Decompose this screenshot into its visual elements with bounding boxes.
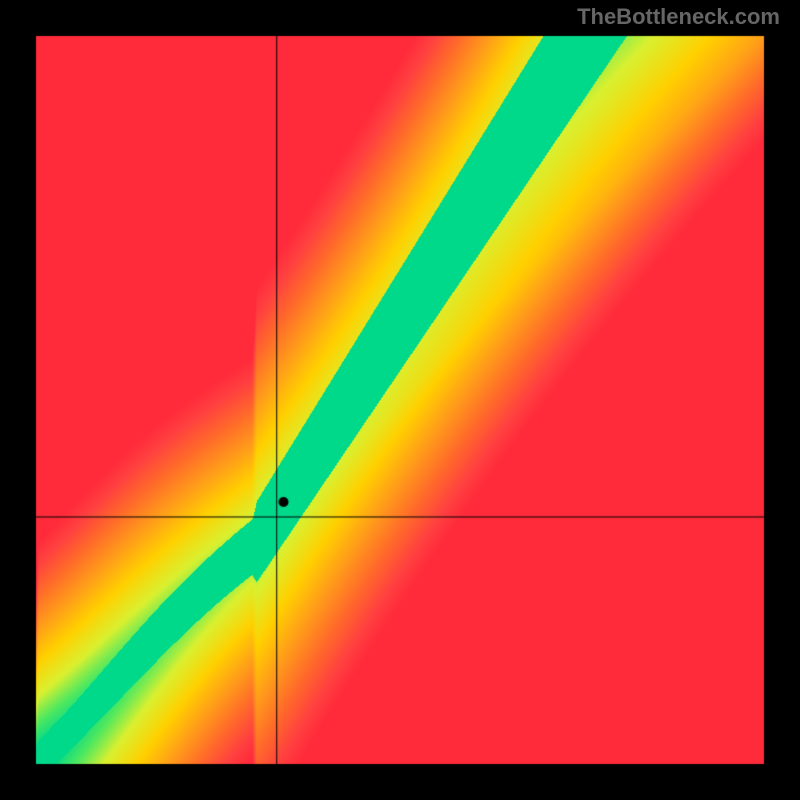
heatmap-canvas bbox=[0, 0, 800, 800]
watermark-text: TheBottleneck.com bbox=[577, 4, 780, 30]
chart-container: TheBottleneck.com bbox=[0, 0, 800, 800]
